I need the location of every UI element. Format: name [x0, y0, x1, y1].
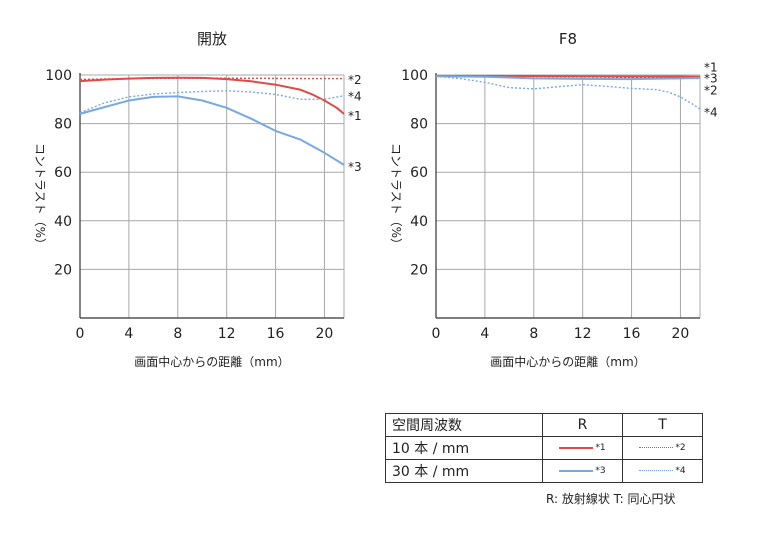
legend-header-t: T — [622, 413, 703, 437]
x-axis-label: 画面中心からの距離（mm） — [134, 354, 289, 369]
series-line-4 — [435, 75, 701, 110]
y-tick-label: 60 — [54, 165, 72, 181]
x-tick-label: 12 — [574, 326, 592, 342]
x-axis-label: 画面中心からの距離（mm） — [490, 354, 645, 369]
legend-header-frequency: 空間周波数 — [385, 413, 543, 437]
y-axis-label: コントラスト（%） — [33, 143, 47, 250]
series-end-label: *2 — [704, 84, 718, 98]
x-tick-label: 16 — [623, 326, 641, 342]
y-tick-label: 60 — [410, 165, 428, 181]
series-end-label: *1 — [704, 60, 718, 74]
chart-title-2: F8 — [559, 30, 577, 48]
series-end-label: *3 — [348, 160, 362, 174]
chart-title-1: 開放 — [197, 30, 227, 48]
x-tick-label: 0 — [76, 326, 85, 342]
series-line-1 — [79, 76, 345, 115]
legend-footnote: R: 放射線状 T: 同心円状 — [546, 492, 676, 506]
x-tick-label: 4 — [480, 326, 489, 342]
swatch-line — [639, 447, 674, 448]
swatch-line — [559, 446, 594, 449]
x-tick-label: 8 — [529, 326, 538, 342]
x-tick-label: 20 — [672, 326, 690, 342]
series-end-label: *4 — [348, 90, 362, 104]
swatch-mark: *3 — [595, 466, 606, 476]
legend-row-30: 30 本 / mm *3 *4 — [385, 459, 703, 483]
legend-table: 空間周波数 R T 10 本 / mm *1 *2 30 本 / mm *3 *… — [385, 413, 703, 483]
swatch-line — [559, 469, 594, 472]
x-tick-label: 20 — [316, 326, 334, 342]
series-end-label: *4 — [704, 105, 718, 119]
y-tick-label: 80 — [410, 117, 428, 133]
swatch-mark: *4 — [675, 466, 686, 476]
series-end-label: *1 — [348, 109, 362, 123]
legend-header-row: 空間周波数 R T — [385, 413, 703, 437]
x-tick-label: 0 — [432, 326, 441, 342]
x-tick-label: 4 — [124, 326, 133, 342]
y-tick-label: 40 — [54, 214, 72, 230]
legend-swatch-t4: *4 — [622, 459, 703, 483]
legend-row-label: 30 本 / mm — [385, 459, 543, 483]
legend-row-10: 10 本 / mm *1 *2 — [385, 436, 703, 460]
y-tick-label: 100 — [401, 68, 428, 84]
legend-swatch-t2: *2 — [622, 436, 703, 460]
swatch-line — [639, 470, 674, 471]
series-end-label: *3 — [704, 72, 718, 86]
legend-header-r: R — [542, 413, 623, 437]
y-tick-label: 100 — [45, 68, 72, 84]
series-line-4 — [79, 90, 345, 114]
x-tick-label: 16 — [267, 326, 285, 342]
legend-swatch-r1: *1 — [542, 436, 623, 460]
series-line-3 — [435, 75, 701, 81]
y-tick-label: 20 — [410, 262, 428, 278]
series-line-3 — [79, 95, 345, 166]
x-tick-label: 12 — [218, 326, 236, 342]
y-tick-label: 20 — [54, 262, 72, 278]
legend-row-label: 10 本 / mm — [385, 436, 543, 460]
x-tick-label: 8 — [173, 326, 182, 342]
y-axis-label: コントラスト（%） — [389, 143, 403, 250]
swatch-mark: *1 — [595, 443, 606, 453]
legend-swatch-r3: *3 — [542, 459, 623, 483]
y-tick-label: 80 — [54, 117, 72, 133]
series-end-label: *2 — [348, 73, 362, 87]
swatch-mark: *2 — [675, 443, 686, 453]
y-tick-label: 40 — [410, 214, 428, 230]
series-line-2 — [79, 77, 344, 81]
